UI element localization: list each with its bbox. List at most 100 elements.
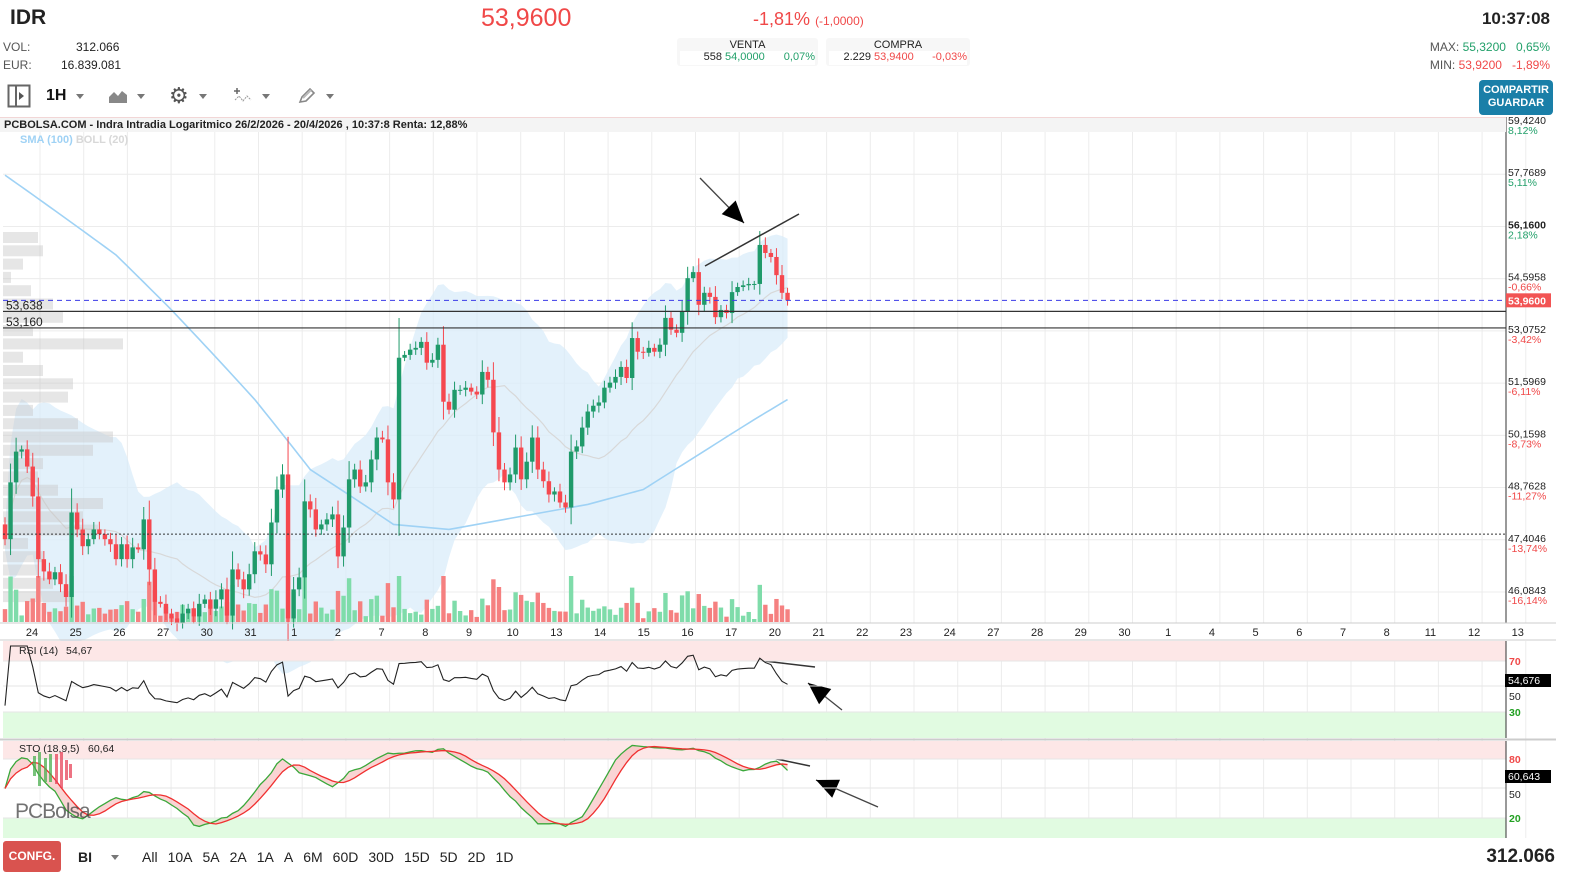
chart-type-select[interactable] — [109, 84, 145, 108]
sto-fill — [5, 745, 788, 827]
range-2d[interactable]: 2D — [467, 849, 486, 865]
candle-down — [785, 292, 790, 301]
volume-bar — [563, 611, 568, 622]
volume-bar — [535, 592, 540, 622]
level-label: 53,160 — [6, 315, 43, 329]
candle-up — [280, 474, 285, 490]
volume-bar — [241, 610, 246, 622]
interval-select[interactable]: 1H — [46, 84, 85, 108]
candle-down — [41, 559, 47, 572]
candle-up — [13, 451, 19, 483]
candle-up — [702, 292, 707, 305]
last-price-tag-label: 53,9600 — [1508, 295, 1546, 307]
range-6m[interactable]: 6M — [303, 849, 323, 865]
range-10a[interactable]: 10A — [167, 849, 193, 865]
volume-bar — [624, 602, 629, 622]
trendline-price — [704, 213, 800, 267]
date-tick-label: 21 — [812, 627, 824, 639]
candle-down — [152, 569, 158, 602]
candle-up — [602, 387, 607, 403]
logo-bar — [49, 754, 52, 782]
volume-bar — [763, 604, 768, 622]
volume-bar — [430, 608, 435, 622]
candles — [2, 231, 790, 656]
volume-profile-bar — [3, 431, 113, 443]
candle-up — [613, 376, 618, 383]
change-pct: -1,81% — [753, 9, 811, 29]
settings-select[interactable]: ⚙ — [169, 83, 207, 108]
indicators-select[interactable] — [234, 84, 270, 108]
date-tick-label: 12 — [1468, 627, 1480, 639]
range-15d[interactable]: 15D — [404, 849, 430, 865]
range-1a[interactable]: 1A — [256, 849, 274, 865]
range-2a[interactable]: 2A — [229, 849, 247, 865]
date-tick-label: 9 — [466, 627, 472, 639]
legend-boll[interactable]: BOLL (20) — [75, 134, 129, 146]
date-tick-label: 15 — [638, 627, 650, 639]
volume-bar — [779, 605, 785, 622]
area-chart-icon — [109, 91, 127, 103]
volume-bar — [724, 616, 729, 622]
volume-profile-bar — [3, 311, 63, 323]
candle-up — [369, 459, 374, 483]
volume-bar — [757, 584, 762, 622]
range-60d[interactable]: 60D — [332, 849, 359, 865]
sidebar-toggle-button[interactable] — [7, 84, 31, 108]
config-button[interactable]: CONFG. — [3, 841, 61, 872]
volume-bar — [513, 592, 518, 622]
range-5a[interactable]: 5A — [202, 849, 220, 865]
volume-profile-bar — [3, 391, 68, 403]
candle-up — [185, 608, 191, 614]
volume-bar — [607, 609, 613, 622]
candle-down — [258, 551, 263, 555]
date-tick-label: 16 — [681, 627, 693, 639]
candle-up — [363, 482, 368, 487]
candle-down — [535, 437, 540, 470]
volume-bar — [58, 611, 63, 622]
volume-profile-bar — [3, 258, 23, 270]
candle-down — [235, 569, 241, 580]
price-tick-label: 54,5958 — [1508, 272, 1546, 284]
range-buttons: All 10A 5A 2A 1A A 6M 60D 30D 15D 5D 2D 1D — [137, 849, 518, 865]
range-all[interactable]: All — [142, 849, 158, 865]
candle-up — [291, 589, 296, 619]
candle-up — [568, 451, 574, 508]
candle-down — [136, 547, 141, 550]
mode-select[interactable]: BI — [78, 849, 92, 865]
date-tick-label: 10 — [507, 627, 519, 639]
range-5d[interactable]: 5D — [439, 849, 458, 865]
candle-down — [496, 432, 502, 470]
volume-bar — [258, 612, 263, 622]
volume-bar — [413, 611, 418, 622]
candle-down — [563, 502, 568, 508]
share-save-button[interactable]: COMPARTIR GUARDAR — [1479, 80, 1553, 115]
volume-profile-bar — [3, 444, 93, 456]
date-tick-label: 20 — [769, 627, 781, 639]
interval-label: 1H — [46, 87, 67, 104]
date-tick-label: 29 — [1075, 627, 1087, 639]
volume-profile-bar — [3, 365, 43, 376]
price-tick-label: 53,0752 — [1508, 324, 1546, 336]
candle-up — [402, 354, 407, 358]
candle-down — [158, 601, 163, 604]
date-tick-label: 7 — [379, 627, 385, 639]
range-a[interactable]: A — [283, 849, 294, 865]
volume-bar — [785, 609, 790, 622]
candle-down — [474, 391, 479, 395]
volume-bar — [41, 602, 47, 622]
range-30d[interactable]: 30D — [368, 849, 395, 865]
volume-bar — [36, 576, 41, 622]
volume-bar — [702, 605, 707, 622]
volume-profile-bar — [3, 298, 53, 310]
drawing-tools-select[interactable] — [298, 84, 334, 108]
volume-bar — [97, 607, 102, 622]
volume-bar — [546, 607, 552, 622]
chevron-down-icon[interactable] — [111, 854, 119, 860]
range-1d[interactable]: 1D — [495, 849, 514, 865]
volume-bar — [8, 576, 13, 622]
price-tick-label: 57,7689 — [1508, 167, 1546, 179]
date-tick-label: 23 — [900, 627, 912, 639]
legend-sma[interactable]: SMA (100) — [20, 134, 73, 146]
candle-up — [574, 446, 579, 452]
